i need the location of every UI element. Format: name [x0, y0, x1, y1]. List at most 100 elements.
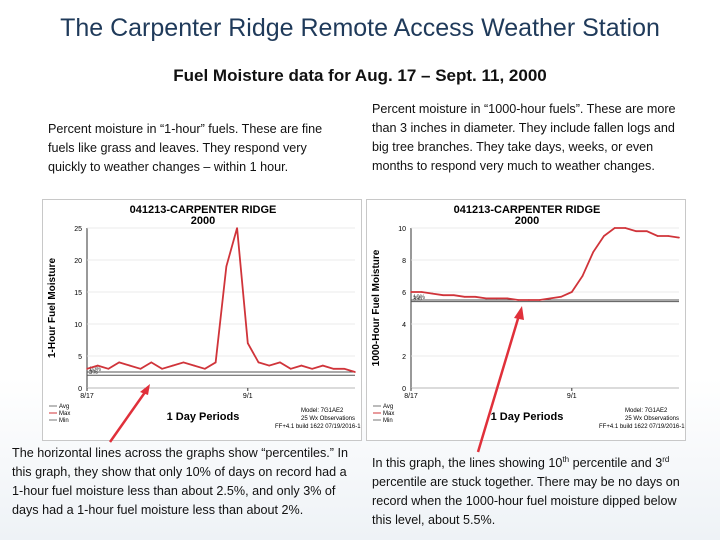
- data-point: [289, 368, 292, 370]
- y-tick-label: 5: [78, 354, 82, 361]
- y-tick-label: 2: [402, 354, 406, 361]
- page-subtitle: Fuel Moisture data for Aug. 17 – Sept. 1…: [173, 66, 547, 85]
- data-point: [646, 230, 648, 232]
- data-point: [624, 227, 627, 229]
- data-point: [571, 291, 573, 293]
- y-tick-label: 6: [402, 290, 406, 297]
- data-point: [635, 230, 637, 232]
- data-point: [150, 361, 153, 364]
- legend-entry: Max: [383, 411, 394, 417]
- y-tick-label: 25: [74, 226, 82, 233]
- percentile-note-part: In this graph, the lines showing 10: [372, 456, 563, 471]
- y-tick-label: 0: [402, 386, 406, 393]
- data-point: [107, 368, 110, 370]
- chart-footer-text: 25 Wx Observations: [625, 416, 679, 422]
- data-point: [236, 227, 238, 229]
- y-tick-label: 10: [398, 226, 406, 233]
- data-point: [171, 364, 174, 367]
- legend-entry: Min: [59, 418, 69, 424]
- thousand-hour-chart: 041213-CARPENTER RIDGE 2000 1000-Hour Fuel…: [366, 199, 697, 441]
- x-tick-label: 8/17: [404, 393, 418, 400]
- legend-entry: Max: [59, 411, 70, 417]
- data-point: [129, 364, 131, 367]
- percentile-label: 10%: [413, 295, 426, 301]
- data-point: [332, 368, 335, 370]
- data-point: [485, 297, 487, 300]
- x-axis-label: 1 Day Periods: [167, 411, 240, 423]
- x-axis-label: 1 Day Periods: [491, 411, 564, 423]
- percentile-note: In this graph, the lines showing 10th pe…: [372, 450, 692, 530]
- percentile-note-part: percentile and 3: [569, 456, 663, 471]
- data-point: [495, 297, 498, 300]
- data-point: [204, 368, 206, 370]
- chart-subtitle: 2000: [191, 215, 215, 227]
- data-point: [354, 371, 356, 373]
- thousand-hour-description: Percent moisture in “1000-hour fuels”. T…: [372, 102, 676, 173]
- y-tick-label: 4: [402, 322, 406, 329]
- data-point: [656, 235, 659, 237]
- series-line: [86, 227, 356, 373]
- y-tick-label: 10: [74, 322, 82, 329]
- data-point: [603, 235, 605, 237]
- data-point: [193, 364, 195, 367]
- y-tick-label: 0: [78, 386, 82, 393]
- percentile-label: 3%: [413, 297, 422, 303]
- data-point: [161, 368, 163, 370]
- y-tick-label: 15: [74, 290, 82, 297]
- chart-title: 041213-CARPENTER RIDGE: [454, 204, 601, 216]
- chart-footer-text: FF+4.1 build 1622 07/19/2016-16:14: [275, 424, 361, 430]
- data-point: [581, 275, 584, 277]
- data-point: [506, 297, 509, 300]
- chart-footer-text: Model: 7G1AE2: [301, 408, 344, 414]
- percentile-note-sup: th: [562, 455, 570, 464]
- data-point: [678, 236, 680, 239]
- data-point: [247, 342, 249, 344]
- data-point: [214, 361, 217, 364]
- chart-subtitle: 2000: [515, 215, 539, 227]
- data-point: [592, 251, 595, 253]
- series-line: [411, 227, 680, 301]
- percentile-note-part: percentile are stuck together. There may…: [372, 475, 680, 528]
- arrow-to-one-hour-percentile: [108, 387, 150, 443]
- data-point: [322, 364, 324, 367]
- page-title: The Carpenter Ridge Remote Access Weathe…: [60, 14, 660, 42]
- data-point: [463, 296, 466, 298]
- data-point: [86, 368, 88, 370]
- y-tick-label: 8: [402, 258, 406, 265]
- chart-footer-text: 25 Wx Observations: [301, 416, 355, 422]
- x-tick-label: 8/17: [80, 393, 94, 400]
- data-point: [311, 368, 313, 370]
- data-point: [474, 296, 477, 298]
- x-tick-label: 9/1: [243, 393, 253, 400]
- one-hour-description: Percent moisture in “1-hour” fuels. Thes…: [48, 122, 323, 174]
- data-point: [139, 368, 142, 370]
- percentile-note-sup: rd: [662, 455, 670, 464]
- data-point: [613, 227, 616, 229]
- data-point: [268, 364, 271, 367]
- data-point: [410, 291, 412, 293]
- data-point: [225, 265, 228, 268]
- data-point: [560, 296, 562, 298]
- legend-entry: Min: [383, 418, 393, 424]
- data-point: [279, 361, 281, 364]
- arrow-head: [514, 306, 524, 320]
- arrow-to-thousand-hour-percentile: [476, 311, 522, 453]
- y-axis-label: 1-Hour Fuel Moisture: [47, 258, 58, 358]
- x-tick-label: 9/1: [567, 393, 577, 400]
- data-point: [300, 364, 303, 367]
- data-point: [517, 299, 519, 301]
- one-hour-chart: 041213-CARPENTER RIDGE 2000 1-Hour Fuel Mo…: [42, 199, 373, 441]
- data-point: [667, 235, 670, 237]
- data-point: [538, 299, 541, 301]
- chart-footer-text: FF+4.1 build 1622 07/19/2016-16:14: [599, 424, 685, 430]
- data-point: [453, 294, 455, 296]
- data-point: [182, 361, 185, 364]
- percentile-label: 10%: [89, 367, 102, 373]
- data-point: [96, 364, 99, 367]
- data-point: [118, 361, 120, 364]
- horizontal-lines-note: The horizontal lines across the graphs s…: [12, 446, 348, 517]
- data-point: [420, 291, 423, 293]
- data-point: [431, 292, 434, 295]
